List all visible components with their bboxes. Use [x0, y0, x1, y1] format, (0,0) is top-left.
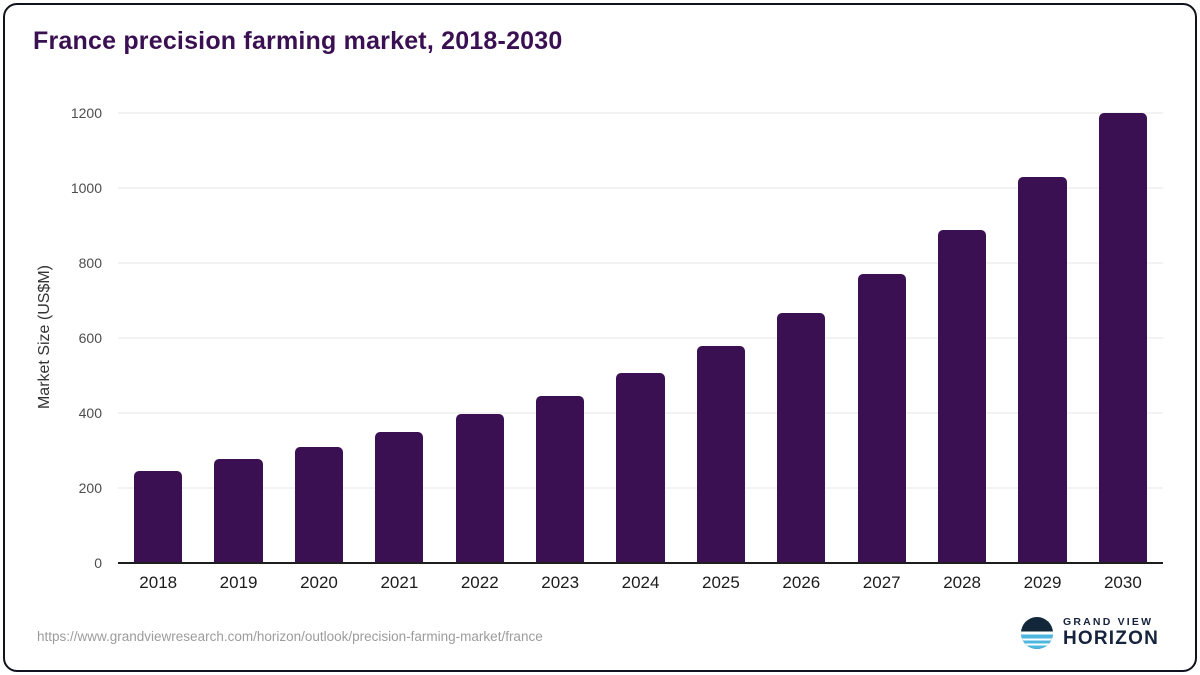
horizon-logo-icon — [1020, 617, 1053, 650]
plot-area: 0 200 400 600 800 1000 1200 — [71, 105, 1163, 571]
bar-slot — [118, 113, 198, 563]
y-tick-label: 400 — [78, 405, 102, 422]
x-tick-label: 2018 — [139, 573, 178, 592]
source-url: https://www.grandviewresearch.com/horizo… — [37, 629, 543, 644]
bar-slot — [842, 113, 922, 563]
x-tick-label: 2030 — [1103, 573, 1142, 592]
bar-2018 — [134, 470, 183, 563]
bar-slot — [1083, 113, 1163, 563]
y-axis-title: Market Size (US$M) — [36, 264, 53, 410]
x-tick-label: 2026 — [782, 573, 821, 592]
x-tick-label: 2023 — [541, 573, 580, 592]
y-tick-label: 800 — [78, 255, 102, 272]
bar-slot — [440, 113, 520, 563]
x-tick-label: 2027 — [862, 573, 901, 592]
bar-2023 — [536, 395, 585, 563]
x-axis-labels: 2018 2019 2020 2021 2022 2023 2024 2025 2026 2027… — [118, 573, 1163, 593]
bar-slot — [600, 113, 680, 563]
x-tick-label: 2028 — [943, 573, 982, 592]
chart-title: France precision farming market, 2018-20… — [33, 27, 563, 55]
x-tick-label: 2024 — [621, 573, 660, 592]
bar-2026 — [777, 312, 826, 563]
chart-card: France precision farming market, 2018-20… — [3, 3, 1197, 672]
x-tick-label: 2022 — [460, 573, 499, 592]
bar-2022 — [455, 414, 504, 563]
y-tick-label: 0 — [94, 555, 102, 571]
gridline — [118, 112, 1163, 114]
x-axis-baseline — [118, 562, 1163, 564]
bar-2029 — [1018, 176, 1067, 563]
bar-2027 — [857, 274, 906, 563]
bar-slot — [681, 113, 761, 563]
y-tick-label: 200 — [78, 480, 102, 497]
bar-slot — [520, 113, 600, 563]
bar-slot — [359, 113, 439, 563]
bars-container — [118, 113, 1163, 563]
x-tick-label: 2020 — [300, 573, 338, 592]
gridline — [118, 187, 1163, 189]
bar-slot — [198, 113, 278, 563]
y-tick-label: 600 — [78, 330, 102, 346]
x-tick-label: 2019 — [219, 573, 258, 592]
y-tick-label: 1200 — [70, 105, 102, 121]
bar-2019 — [214, 458, 263, 563]
bar-slot — [761, 113, 841, 563]
bar-2024 — [616, 372, 665, 563]
logo-text-grand-view: GRAND VIEW — [1062, 616, 1154, 629]
gridline — [118, 337, 1163, 339]
brand-logo: GRAND VIEW HORIZON — [1020, 616, 1159, 650]
bar-2020 — [294, 446, 344, 563]
gridline — [118, 262, 1163, 264]
bar-2021 — [375, 431, 424, 563]
bar-2028 — [937, 230, 987, 563]
bar-slot — [1002, 113, 1082, 563]
logo-text: GRAND VIEW HORIZON — [1063, 616, 1159, 650]
x-tick-label: 2021 — [380, 573, 419, 592]
x-tick-label: 2025 — [702, 573, 740, 592]
bar-2025 — [696, 345, 746, 563]
bar-2030 — [1098, 113, 1147, 563]
bar-slot — [922, 113, 1002, 563]
y-tick-label: 1000 — [70, 180, 102, 196]
bar-slot — [279, 113, 359, 563]
logo-text-horizon: HORIZON — [1062, 628, 1159, 650]
x-tick-label: 2029 — [1023, 573, 1062, 592]
